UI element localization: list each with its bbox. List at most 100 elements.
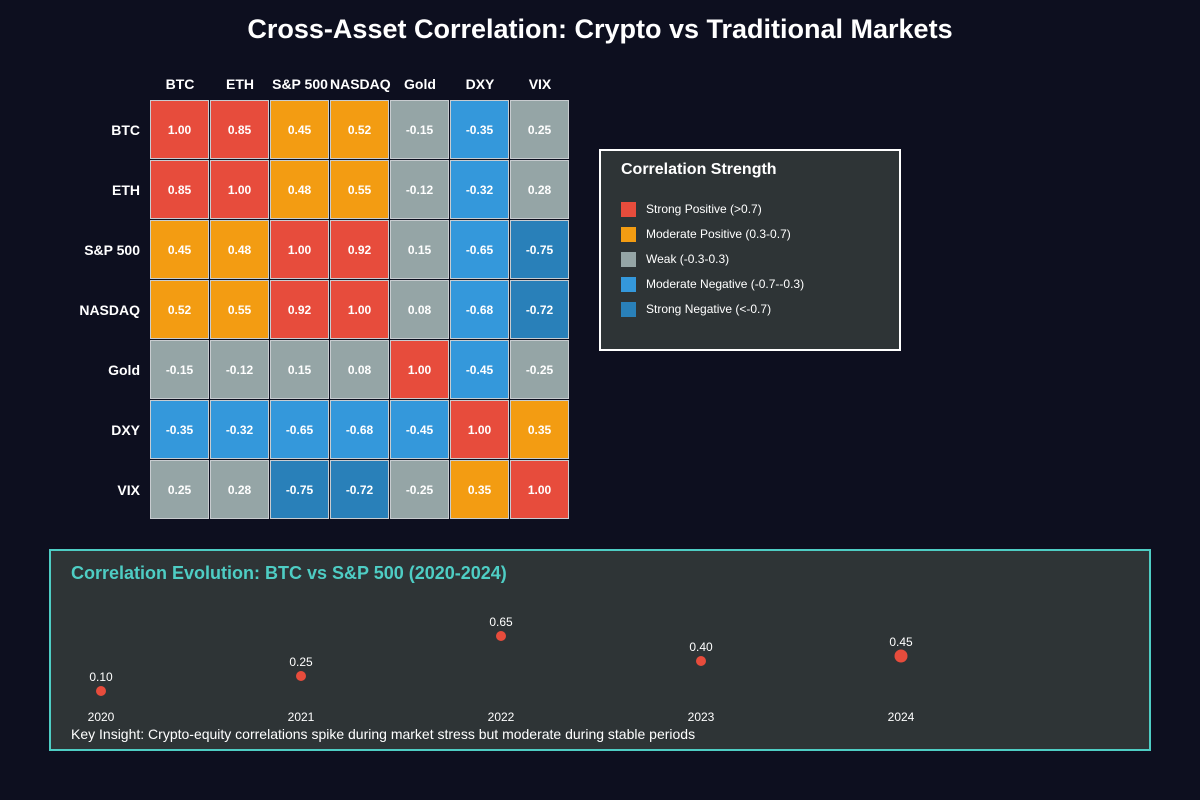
legend-swatch <box>621 301 636 317</box>
col-label-s-p-500: S&P 500 <box>272 76 328 92</box>
heatmap-cell-eth-s-p-500: 0.48 <box>270 160 329 219</box>
data-point-2020 <box>96 686 106 696</box>
correlation-evolution-panel: 0.10 2020 0.25 2021 0.65 2022 0.40 2023 0.45 2024… <box>49 549 1151 751</box>
data-label-2022: 0.65 <box>489 615 513 629</box>
heatmap-cell-nasdaq-eth: 0.55 <box>210 280 269 339</box>
heatmap-cell-vix-btc: 0.25 <box>150 460 209 519</box>
legend-item-strong-negative: Strong Negative (<-0.7) <box>621 301 771 317</box>
data-label-2021: 0.25 <box>289 655 313 669</box>
row-label-s-p-500: S&P 500 <box>84 242 140 258</box>
legend-panel: Correlation Strength Strong Positive (>0… <box>599 149 901 351</box>
row-label-gold: Gold <box>108 362 140 378</box>
legend-label: Strong Negative (<-0.7) <box>646 302 772 316</box>
heatmap-cell-btc-s-p-500: 0.45 <box>270 100 329 159</box>
heatmap-cell-btc-nasdaq: 0.52 <box>330 100 389 159</box>
heatmap-cell-nasdaq-dxy: -0.68 <box>450 280 509 339</box>
legend-item-weak: Weak (-0.3-0.3) <box>621 251 729 267</box>
heatmap-cell-nasdaq-s-p-500: 0.92 <box>270 280 329 339</box>
heatmap-cell-dxy-vix: 0.35 <box>510 400 569 459</box>
heatmap-cell-dxy-eth: -0.32 <box>210 400 269 459</box>
legend-swatch <box>621 201 636 217</box>
heatmap-cell-dxy-nasdaq: -0.68 <box>330 400 389 459</box>
heatmap-cell-dxy-btc: -0.35 <box>150 400 209 459</box>
col-label-btc: BTC <box>165 76 195 92</box>
heatmap-cell-btc-gold: -0.15 <box>390 100 449 159</box>
heatmap-cell-eth-gold: -0.12 <box>390 160 449 219</box>
heatmap-cell-eth-nasdaq: 0.55 <box>330 160 389 219</box>
heatmap-cell-s-p-500-btc: 0.45 <box>150 220 209 279</box>
row-label-vix: VIX <box>117 482 140 498</box>
heatmap-cell-btc-eth: 0.85 <box>210 100 269 159</box>
heatmap-cell-vix-nasdaq: -0.72 <box>330 460 389 519</box>
evolution-title: Correlation Evolution: BTC vs S&P 500 (2… <box>71 563 507 583</box>
row-label-eth: ETH <box>112 182 140 198</box>
legend-label: Strong Positive (>0.7) <box>646 202 762 216</box>
heatmap-cell-s-p-500-gold: 0.15 <box>390 220 449 279</box>
heatmap-cell-s-p-500-dxy: -0.65 <box>450 220 509 279</box>
heatmap-cell-btc-btc: 1.00 <box>150 100 209 159</box>
col-label-vix: VIX <box>528 76 552 92</box>
x-tick-label-2024: 2024 <box>888 710 915 724</box>
heatmap-cell-btc-dxy: -0.35 <box>450 100 509 159</box>
heatmap-cell-dxy-s-p-500: -0.65 <box>270 400 329 459</box>
heatmap-cell-s-p-500-s-p-500: 1.00 <box>270 220 329 279</box>
heatmap-cell-gold-eth: -0.12 <box>210 340 269 399</box>
heatmap-cell-vix-dxy: 0.35 <box>450 460 509 519</box>
col-label-nasdaq: NASDAQ <box>330 76 391 92</box>
heatmap-cell-eth-dxy: -0.32 <box>450 160 509 219</box>
legend-label: Moderate Positive (0.3-0.7) <box>646 227 791 241</box>
legend-label: Moderate Negative (-0.7--0.3) <box>646 277 805 291</box>
data-label-2024: 0.45 <box>889 635 913 649</box>
row-label-nasdaq: NASDAQ <box>79 302 140 318</box>
heatmap-cell-nasdaq-btc: 0.52 <box>150 280 209 339</box>
correlation-heatmap: BTC ETH S&P 500 NASDAQ Gold DXY VIX BTC ETH S&P 5… <box>0 0 600 540</box>
row-label-btc: BTC <box>111 122 140 138</box>
legend-item-strong-positive: Strong Positive (>0.7) <box>621 201 762 217</box>
heatmap-cell-vix-s-p-500: -0.75 <box>270 460 329 519</box>
x-tick-label-2023: 2023 <box>688 710 715 724</box>
data-point-2024 <box>894 649 908 663</box>
col-label-gold: Gold <box>404 76 436 92</box>
evolution-chart: 0.10 2020 0.25 2021 0.65 2022 0.40 2023 0.45 2024 <box>88 615 915 724</box>
heatmap-cell-gold-vix: -0.25 <box>510 340 569 399</box>
legend-swatch <box>621 251 636 267</box>
x-tick-label-2020: 2020 <box>88 710 115 724</box>
heatmap-cell-gold-s-p-500: 0.15 <box>270 340 329 399</box>
key-insight-text: Key Insight: Crypto-equity correlations … <box>71 726 696 742</box>
legend-label: Weak (-0.3-0.3) <box>646 252 730 266</box>
heatmap-cell-eth-eth: 1.00 <box>210 160 269 219</box>
heatmap-cell-dxy-dxy: 1.00 <box>450 400 509 459</box>
legend-swatch <box>621 276 636 292</box>
heatmap-cell-s-p-500-vix: -0.75 <box>510 220 569 279</box>
heatmap-cell-vix-eth: 0.28 <box>210 460 269 519</box>
legend-item-moderate-positive: Moderate Positive (0.3-0.7) <box>621 226 791 242</box>
data-point-2021 <box>296 671 306 681</box>
heatmap-cell-s-p-500-nasdaq: 0.92 <box>330 220 389 279</box>
legend-item-moderate-negative: Moderate Negative (-0.7--0.3) <box>621 276 804 292</box>
legend-title: Correlation Strength <box>621 161 777 178</box>
heatmap-cell-gold-dxy: -0.45 <box>450 340 509 399</box>
col-label-dxy: DXY <box>465 76 495 92</box>
heatmap-cell-nasdaq-vix: -0.72 <box>510 280 569 339</box>
heatmap-cell-s-p-500-eth: 0.48 <box>210 220 269 279</box>
data-label-2023: 0.40 <box>689 640 713 654</box>
row-label-dxy: DXY <box>111 422 140 438</box>
data-label-2020: 0.10 <box>89 670 113 684</box>
heatmap-cell-eth-btc: 0.85 <box>150 160 209 219</box>
heatmap-cell-vix-gold: -0.25 <box>390 460 449 519</box>
heatmap-cell-gold-nasdaq: 0.08 <box>330 340 389 399</box>
legend-swatch <box>621 226 636 242</box>
heatmap-cell-nasdaq-nasdaq: 1.00 <box>330 280 389 339</box>
heatmap-cell-vix-vix: 1.00 <box>510 460 569 519</box>
heatmap-cell-dxy-gold: -0.45 <box>390 400 449 459</box>
heatmap-cell-eth-vix: 0.28 <box>510 160 569 219</box>
x-tick-label-2022: 2022 <box>488 710 515 724</box>
x-tick-label-2021: 2021 <box>288 710 315 724</box>
heatmap-cell-nasdaq-gold: 0.08 <box>390 280 449 339</box>
data-point-2023 <box>696 656 706 666</box>
col-label-eth: ETH <box>226 76 254 92</box>
heatmap-cell-gold-btc: -0.15 <box>150 340 209 399</box>
heatmap-cell-gold-gold: 1.00 <box>390 340 449 399</box>
heatmap-cell-btc-vix: 0.25 <box>510 100 569 159</box>
page-title: Cross-Asset Correlation: Crypto vs Tradi… <box>247 14 953 44</box>
